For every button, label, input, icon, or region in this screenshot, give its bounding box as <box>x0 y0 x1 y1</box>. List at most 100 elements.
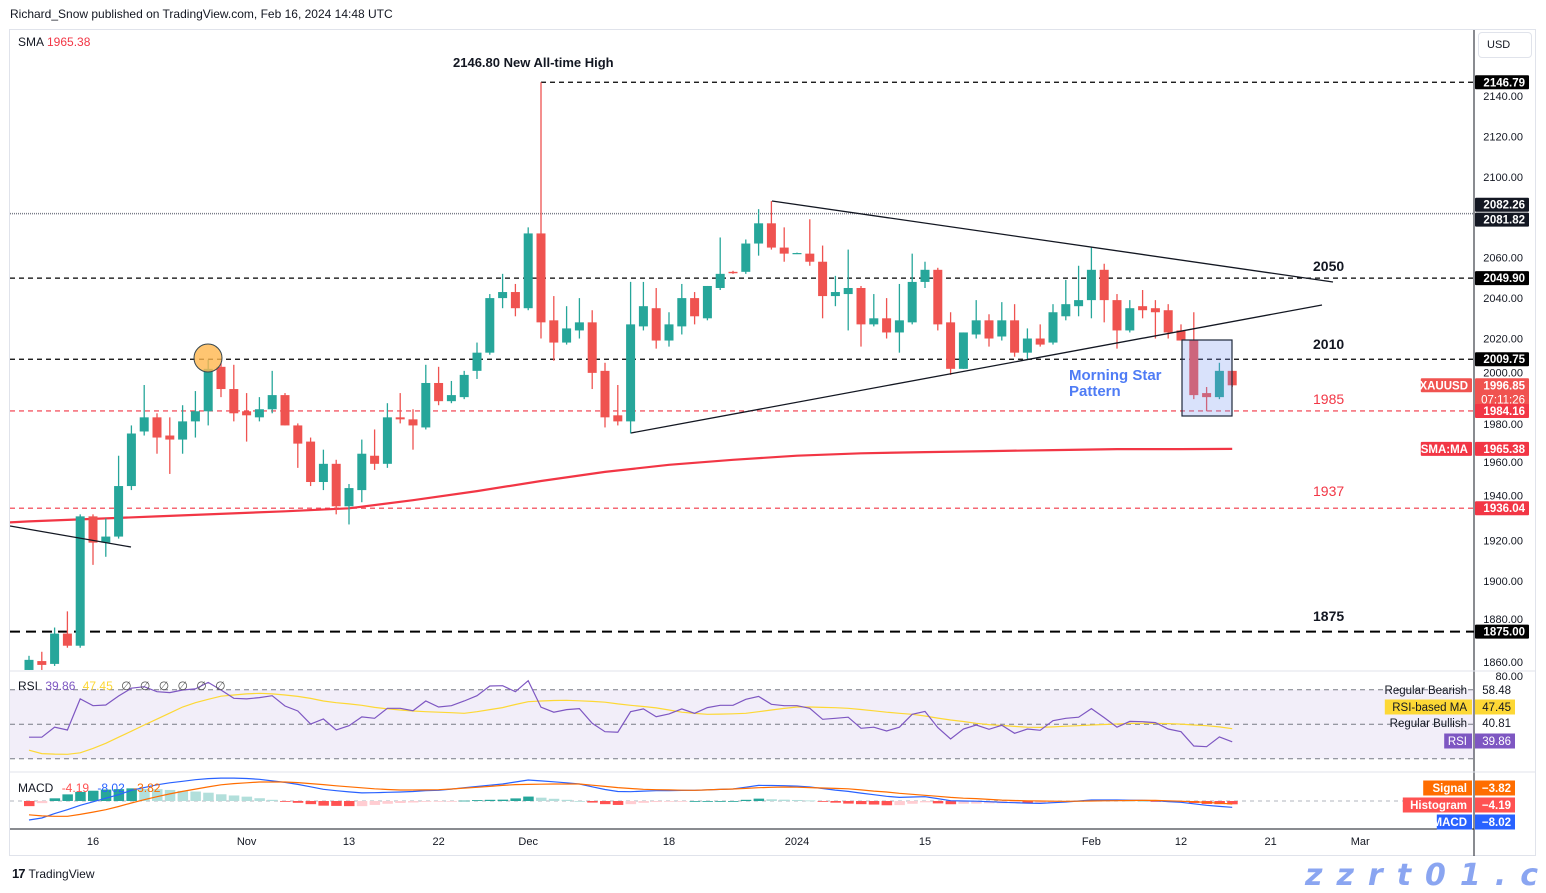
candle-body <box>728 271 738 274</box>
tradingview-logo-icon: 17 <box>12 866 26 881</box>
macd-histogram-bar <box>881 801 893 806</box>
price-tick-label: 1940.00 <box>1483 491 1523 503</box>
currency-button[interactable]: USD <box>1478 32 1532 58</box>
price-badge-value: 2009.75 <box>1483 354 1525 366</box>
macd-badge-bg <box>1475 797 1515 813</box>
price-badge-value: 2049.90 <box>1483 273 1525 285</box>
footer-brand[interactable]: 17 TradingView <box>12 866 95 881</box>
candle-body <box>523 233 533 309</box>
price-tick-label: 2020.00 <box>1483 334 1523 346</box>
candle-body <box>62 633 72 646</box>
candle-body <box>741 243 751 272</box>
candle-body <box>766 223 776 248</box>
rsi-badge-label: RSI <box>1448 736 1467 748</box>
na-value: ∅ <box>140 679 150 693</box>
candle-body <box>510 292 520 309</box>
macd-histogram-bar <box>753 798 765 801</box>
macd-histogram-bar <box>561 799 573 801</box>
rsi-tag-bg <box>1444 733 1472 749</box>
histogram-legend-value: -4.19 <box>62 781 90 795</box>
rsi-badge-bg <box>1475 699 1515 715</box>
macd-histogram-bar <box>894 801 905 806</box>
macd-histogram-bar <box>779 799 790 801</box>
macd-histogram-bar <box>177 790 189 801</box>
macd-histogram-bar <box>715 801 726 802</box>
candle-body <box>331 463 341 507</box>
time-tick-label: 12 <box>1175 836 1187 848</box>
macd-histogram-bar <box>126 788 137 801</box>
morning-star-box[interactable] <box>1181 339 1233 417</box>
triangle-lower-trendline[interactable] <box>630 304 1323 434</box>
countdown-timer: 07:11:26 <box>1481 394 1525 406</box>
drawings[interactable] <box>10 200 1334 548</box>
candle-body <box>894 320 904 333</box>
horizontal-levels <box>10 81 1474 633</box>
time-tick-label: Nov <box>237 836 257 848</box>
macd-legend[interactable]: MACD -4.19 -8.02 -3.82 <box>18 781 161 795</box>
rsi-legend[interactable]: RSI 39.86 47.45 ∅ ∅ ∅ ∅ ∅ ∅ <box>18 679 226 693</box>
signal-legend-value: -3.82 <box>133 781 161 795</box>
candle-body <box>1214 370 1224 398</box>
macd-histogram-bar <box>203 792 214 801</box>
price-tick-label: 2000.00 <box>1483 367 1523 379</box>
candle-body <box>997 320 1007 337</box>
macd-badge-value: −3.82 <box>1482 783 1511 795</box>
sma-line <box>10 447 1233 524</box>
macd-histogram-bar <box>331 801 342 806</box>
candle-body <box>779 247 789 254</box>
candle-body <box>114 486 124 537</box>
rsi-line <box>29 679 1233 748</box>
macd-histogram-bar <box>651 801 662 803</box>
candle-body <box>24 659 34 670</box>
price-badge-bg <box>1475 271 1529 286</box>
macd-histogram-bar <box>49 798 61 801</box>
macd-histogram-bar <box>152 789 163 801</box>
price-tick-label: 1980.00 <box>1483 419 1523 431</box>
sma-legend-label[interactable]: SMA <box>18 35 44 49</box>
candle-body <box>421 382 431 428</box>
price-tick-label: 2060.00 <box>1483 253 1523 265</box>
macd-histogram-bar <box>523 796 534 801</box>
time-tick-label: 13 <box>343 836 355 848</box>
candle-body <box>1150 308 1160 313</box>
macd-tag-bg <box>1423 780 1472 796</box>
macd-histogram-bar <box>1137 801 1149 802</box>
macd-histogram-bar <box>62 794 73 801</box>
candle-body <box>1010 320 1020 353</box>
publish-info: Richard_Snow published on TradingView.co… <box>10 7 393 21</box>
macd-histogram-bar <box>408 801 419 803</box>
rsi-badge-label: Regular Bearish <box>1385 685 1467 697</box>
candle-body <box>1202 393 1212 398</box>
na-value: ∅ <box>121 679 131 693</box>
macd-histogram-bar <box>36 801 48 804</box>
candle-body <box>1189 340 1199 396</box>
candle-body <box>152 417 162 438</box>
macd-histogram-bar <box>689 801 701 802</box>
candle-body <box>1176 330 1186 341</box>
candle-body <box>1125 308 1135 331</box>
macd-histogram-bar <box>830 801 841 803</box>
macd-histogram-bar <box>664 801 675 802</box>
price-badge-bg <box>1475 441 1529 456</box>
candle-body <box>574 322 584 331</box>
candle-body <box>485 298 495 353</box>
highlight-circle[interactable] <box>193 343 223 373</box>
price-axis[interactable]: 2140.00 2120.00 2100.00 2060.00 2040.00 2020.… <box>1483 91 1523 683</box>
rsi-legend-label: RSI <box>18 679 38 693</box>
price-badge-bg <box>1475 624 1529 639</box>
triangle-upper-trendline[interactable] <box>771 200 1334 283</box>
na-value: ∅ <box>178 679 188 693</box>
price-badge-value: 1984.16 <box>1483 406 1525 418</box>
candle-body <box>1112 300 1122 331</box>
descending-trendline[interactable] <box>10 525 132 548</box>
candle-body <box>190 411 200 422</box>
candle-body <box>1138 306 1148 311</box>
candle-body <box>754 223 764 244</box>
candle-body <box>267 395 277 410</box>
candle-body <box>408 419 418 426</box>
time-axis[interactable]: 16 Nov 13 22 Dec 18 2024 15 Feb 12 21 Mar <box>87 836 1370 848</box>
candle-body <box>446 395 456 402</box>
candle-body <box>50 633 60 664</box>
candle-body <box>971 320 981 335</box>
